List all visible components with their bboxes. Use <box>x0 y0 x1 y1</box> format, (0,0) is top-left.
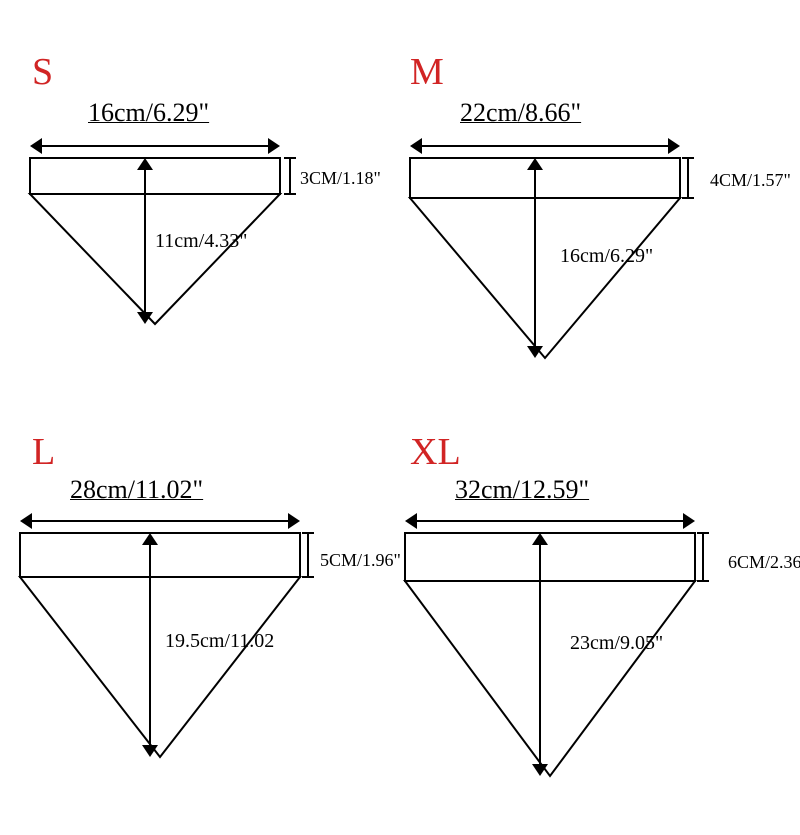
size-letter: XL <box>410 430 461 474</box>
band-height-label: 5CM/1.96" <box>320 550 401 571</box>
width-label: 32cm/12.59" <box>455 475 589 505</box>
band-height-label: 3CM/1.18" <box>300 168 381 189</box>
total-height-label: 16cm/6.29" <box>560 245 653 268</box>
bandana-diagram <box>395 515 765 835</box>
width-label: 16cm/6.29" <box>88 98 209 128</box>
size-letter: M <box>410 50 444 94</box>
total-height-label: 11cm/4.33" <box>155 230 247 253</box>
size-cell-s: S 16cm/6.29" 3CM/1.18" 11cm/4.33" <box>0 20 400 390</box>
width-label: 22cm/8.66" <box>460 98 581 128</box>
bandana-diagram <box>400 140 760 430</box>
total-height-label: 23cm/9.05" <box>570 632 663 655</box>
size-cell-m: M 22cm/8.66" 4CM/1.57" 16cm/6.29" <box>400 20 800 390</box>
size-cell-xl: XL 32cm/12.59" 6CM/2.36" 23cm/9.05" <box>400 400 800 770</box>
width-label: 28cm/11.02" <box>70 475 203 505</box>
band-height-label: 6CM/2.36" <box>728 552 800 573</box>
total-height-label: 19.5cm/11.02 <box>165 630 274 653</box>
bandana-diagram <box>10 515 370 825</box>
size-letter: S <box>32 50 53 94</box>
band-height-label: 4CM/1.57" <box>710 170 791 191</box>
size-letter: L <box>32 430 55 474</box>
size-cell-l: L 28cm/11.02" 5CM/1.96" 19.5cm/11.02 <box>0 400 400 770</box>
